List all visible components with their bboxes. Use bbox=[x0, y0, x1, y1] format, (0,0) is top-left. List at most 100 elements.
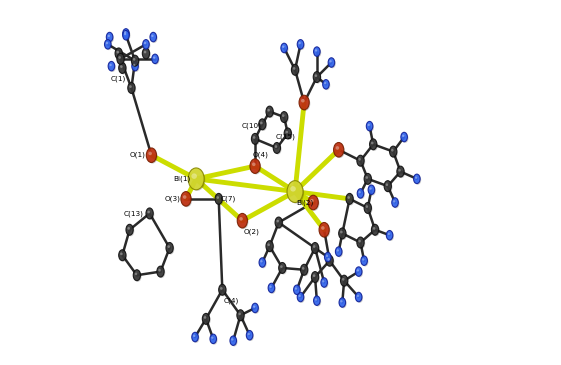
Ellipse shape bbox=[281, 43, 287, 53]
Ellipse shape bbox=[220, 285, 227, 296]
Ellipse shape bbox=[146, 148, 157, 162]
Ellipse shape bbox=[398, 169, 401, 172]
Ellipse shape bbox=[203, 314, 210, 324]
Ellipse shape bbox=[347, 195, 355, 205]
Ellipse shape bbox=[357, 295, 359, 297]
Ellipse shape bbox=[315, 49, 317, 51]
Ellipse shape bbox=[237, 214, 247, 228]
Ellipse shape bbox=[251, 160, 261, 174]
Ellipse shape bbox=[142, 39, 149, 49]
Ellipse shape bbox=[324, 81, 330, 90]
Text: Bi(1): Bi(1) bbox=[174, 176, 191, 182]
Ellipse shape bbox=[144, 41, 150, 50]
Ellipse shape bbox=[124, 30, 130, 39]
Text: O(1): O(1) bbox=[130, 152, 145, 158]
Ellipse shape bbox=[251, 134, 259, 144]
Ellipse shape bbox=[273, 142, 280, 153]
Ellipse shape bbox=[300, 96, 310, 111]
Ellipse shape bbox=[119, 250, 126, 261]
Ellipse shape bbox=[183, 195, 186, 199]
Ellipse shape bbox=[276, 218, 283, 229]
Ellipse shape bbox=[301, 99, 305, 103]
Ellipse shape bbox=[337, 249, 339, 251]
Ellipse shape bbox=[116, 49, 123, 60]
Ellipse shape bbox=[280, 265, 283, 268]
Ellipse shape bbox=[275, 217, 282, 228]
Ellipse shape bbox=[308, 195, 318, 210]
Ellipse shape bbox=[358, 156, 365, 167]
Ellipse shape bbox=[342, 278, 344, 281]
Ellipse shape bbox=[237, 310, 244, 321]
Ellipse shape bbox=[286, 131, 288, 134]
Ellipse shape bbox=[335, 143, 345, 158]
Ellipse shape bbox=[310, 199, 314, 203]
Ellipse shape bbox=[358, 238, 365, 249]
Ellipse shape bbox=[335, 146, 339, 150]
Ellipse shape bbox=[117, 51, 119, 53]
Ellipse shape bbox=[401, 132, 407, 142]
Ellipse shape bbox=[128, 82, 135, 93]
Ellipse shape bbox=[144, 51, 146, 53]
Text: C(1): C(1) bbox=[111, 76, 126, 82]
Ellipse shape bbox=[315, 74, 317, 77]
Ellipse shape bbox=[133, 270, 140, 281]
Ellipse shape bbox=[269, 284, 276, 294]
Ellipse shape bbox=[238, 312, 241, 315]
Ellipse shape bbox=[413, 174, 420, 184]
Ellipse shape bbox=[133, 64, 135, 66]
Ellipse shape bbox=[282, 114, 284, 117]
Ellipse shape bbox=[253, 136, 255, 139]
Ellipse shape bbox=[402, 134, 408, 143]
Ellipse shape bbox=[358, 191, 361, 193]
Ellipse shape bbox=[119, 62, 126, 73]
Ellipse shape bbox=[266, 106, 273, 117]
Ellipse shape bbox=[371, 224, 379, 235]
Ellipse shape bbox=[293, 285, 300, 295]
Ellipse shape bbox=[341, 275, 348, 286]
Ellipse shape bbox=[268, 109, 270, 112]
Ellipse shape bbox=[357, 189, 364, 198]
Ellipse shape bbox=[319, 223, 329, 237]
Ellipse shape bbox=[393, 199, 399, 208]
Ellipse shape bbox=[292, 65, 300, 76]
Ellipse shape bbox=[268, 243, 270, 246]
Ellipse shape bbox=[260, 259, 266, 268]
Ellipse shape bbox=[371, 142, 374, 144]
Ellipse shape bbox=[107, 32, 113, 42]
Ellipse shape bbox=[167, 243, 174, 254]
Ellipse shape bbox=[288, 182, 304, 204]
Ellipse shape bbox=[321, 278, 328, 287]
Ellipse shape bbox=[148, 151, 152, 155]
Ellipse shape bbox=[193, 335, 195, 337]
Ellipse shape bbox=[280, 264, 287, 274]
Ellipse shape bbox=[290, 186, 296, 192]
Ellipse shape bbox=[124, 33, 126, 35]
Ellipse shape bbox=[334, 142, 344, 157]
Ellipse shape bbox=[150, 32, 157, 42]
Ellipse shape bbox=[313, 274, 315, 277]
Ellipse shape bbox=[337, 248, 343, 257]
Ellipse shape bbox=[291, 64, 298, 75]
Ellipse shape bbox=[231, 338, 233, 341]
Ellipse shape bbox=[238, 215, 249, 229]
Text: Bi(2): Bi(2) bbox=[297, 199, 314, 206]
Ellipse shape bbox=[247, 331, 254, 341]
Ellipse shape bbox=[133, 58, 135, 61]
Ellipse shape bbox=[321, 226, 325, 230]
Ellipse shape bbox=[252, 135, 260, 145]
Ellipse shape bbox=[327, 256, 334, 267]
Ellipse shape bbox=[220, 287, 223, 290]
Ellipse shape bbox=[365, 204, 373, 215]
Ellipse shape bbox=[340, 231, 343, 233]
Ellipse shape bbox=[362, 258, 365, 261]
Ellipse shape bbox=[123, 31, 129, 40]
Ellipse shape bbox=[367, 124, 370, 126]
Ellipse shape bbox=[295, 287, 297, 290]
Ellipse shape bbox=[358, 190, 365, 199]
Ellipse shape bbox=[384, 181, 392, 192]
Ellipse shape bbox=[388, 231, 394, 241]
Ellipse shape bbox=[309, 196, 319, 211]
Ellipse shape bbox=[109, 64, 112, 66]
Ellipse shape bbox=[117, 53, 124, 64]
Ellipse shape bbox=[322, 279, 329, 288]
